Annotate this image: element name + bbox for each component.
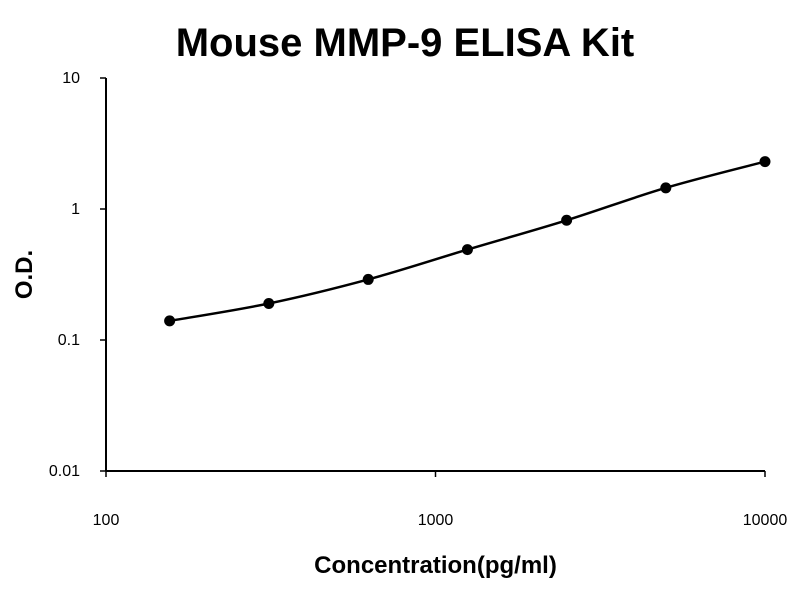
data-points	[164, 156, 771, 327]
x-tick-label: 1000	[418, 512, 454, 529]
y-tick-label: 0.01	[49, 463, 80, 480]
y-tick-label: 0.1	[58, 332, 80, 349]
axes	[105, 78, 765, 472]
y-tick-label: 10	[62, 70, 80, 87]
y-ticks: 0.01 0.1 1 10	[49, 70, 106, 480]
x-tick-label: 10000	[743, 512, 788, 529]
fit-curve	[169, 160, 766, 323]
x-axis-label: Concentration(pg/ml)	[314, 552, 557, 579]
x-ticks: 100 1000 10000	[93, 471, 788, 529]
x-tick-label: 100	[93, 512, 120, 529]
data-point	[660, 182, 672, 194]
data-point	[461, 244, 473, 256]
data-point	[759, 156, 771, 168]
data-point	[362, 273, 374, 285]
y-tick-label: 1	[71, 201, 80, 218]
y-axis-label: O.D.	[11, 250, 38, 299]
data-point	[263, 297, 275, 309]
chart-title: Mouse MMP-9 ELISA Kit	[176, 21, 635, 65]
data-point	[561, 214, 573, 226]
data-point	[164, 315, 176, 327]
